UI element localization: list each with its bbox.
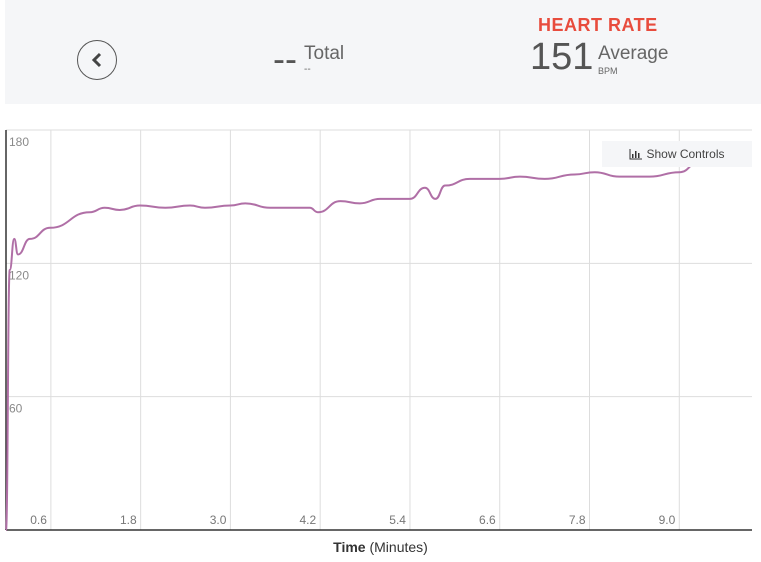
- heart-rate-unit: BPM: [598, 66, 618, 76]
- bar-chart-icon: [629, 148, 643, 159]
- x-tick-label: 0.6: [30, 513, 47, 527]
- x-axis-title-bold: Time: [333, 539, 366, 555]
- heart-rate-chart: 0.6 1.8 3.0 4.2 5.4 6.6 7.8 9.0 60 120 180: [5, 129, 752, 531]
- x-tick-label: 7.8: [569, 513, 586, 527]
- show-controls-button[interactable]: Show Controls: [602, 141, 752, 167]
- y-tick-label: 120: [9, 268, 29, 282]
- series-line-heart-rate: [5, 160, 752, 531]
- heart-rate-value: 151: [530, 36, 594, 78]
- total-value: --: [273, 38, 297, 79]
- heart-rate-label: Average: [598, 43, 669, 64]
- heart-rate-title: HEART RATE: [538, 15, 658, 35]
- show-controls-label: Show Controls: [646, 147, 725, 161]
- x-tick-label: 6.6: [479, 513, 496, 527]
- total-sub: --: [304, 64, 311, 75]
- x-tick-label: 5.4: [389, 513, 406, 527]
- x-tick-label: 4.2: [300, 513, 317, 527]
- chevron-left-icon: [91, 52, 102, 68]
- x-axis-title: Time (Minutes): [0, 539, 761, 555]
- back-button[interactable]: [77, 40, 117, 80]
- total-label: Total: [304, 43, 345, 64]
- x-axis-title-unit: (Minutes): [369, 539, 428, 555]
- y-tick-label: 60: [9, 402, 23, 416]
- x-tick-label: 9.0: [659, 513, 676, 527]
- summary-header: -- Total -- HEART RATE 151 Average BPM: [5, 0, 761, 104]
- y-tick-label: 180: [9, 135, 29, 149]
- x-tick-label: 3.0: [210, 513, 227, 527]
- x-tick-label: 1.8: [120, 513, 137, 527]
